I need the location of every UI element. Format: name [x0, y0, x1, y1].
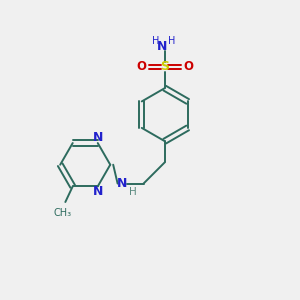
Text: CH₃: CH₃ [53, 208, 71, 218]
Text: S: S [160, 61, 169, 74]
Text: H: H [168, 36, 176, 46]
Text: O: O [136, 61, 146, 74]
Text: H: H [129, 187, 136, 197]
Text: H: H [152, 36, 160, 46]
Text: N: N [92, 185, 103, 198]
Text: N: N [92, 131, 103, 144]
Text: N: N [117, 177, 128, 190]
Text: N: N [157, 40, 168, 53]
Text: O: O [183, 61, 193, 74]
